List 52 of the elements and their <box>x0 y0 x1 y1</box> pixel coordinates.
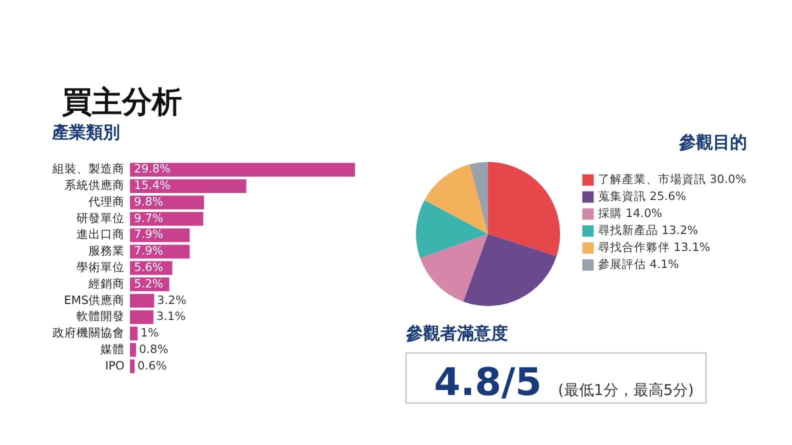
y-tick-label: EMS供應商 <box>64 292 124 307</box>
chart-title: 產業類別 <box>51 123 120 143</box>
bar <box>130 310 154 324</box>
legend-label: 蒐集資訊 25.6% <box>598 189 686 203</box>
y-tick-label: 進出口商 <box>76 227 124 242</box>
data-label: 3.1% <box>156 309 186 324</box>
data-label: 9.8% <box>134 194 164 208</box>
legend-label: 參展評估 4.1% <box>598 257 679 271</box>
data-label: 0.6% <box>138 358 167 372</box>
y-tick-label: IPO <box>105 358 124 372</box>
text: 4.8/5 <box>434 360 542 404</box>
bar <box>130 162 355 177</box>
pie-slice <box>488 162 560 256</box>
y-tick-label: 經銷商 <box>88 276 124 290</box>
bar <box>130 179 246 193</box>
bar <box>130 359 135 374</box>
y-tick-label: 組裝、製造商 <box>52 162 124 176</box>
text: 參觀者滿意度 <box>405 324 508 344</box>
bar <box>130 326 138 340</box>
data-label: 0.8% <box>139 342 168 356</box>
data-label: 7.9% <box>134 244 164 258</box>
y-tick-label: 學術單位 <box>76 260 124 274</box>
pie-slice <box>416 200 488 258</box>
pie-slice <box>424 164 488 234</box>
bar <box>130 196 204 210</box>
data-label: 7.9% <box>134 227 164 242</box>
data-label: 9.7% <box>134 210 164 225</box>
pie-slice <box>420 234 488 302</box>
y-tick-label: 媒體 <box>100 342 124 356</box>
chart-title: 參觀目的 <box>678 133 747 153</box>
pie-slice <box>463 234 556 306</box>
legend-label: 了解產業、市場資訊 30.0% <box>598 172 746 186</box>
y-tick-label: 政府機關協會 <box>52 326 124 340</box>
bar <box>130 343 136 357</box>
data-label: 5.6% <box>134 260 164 274</box>
legend-label: 尋找合作夥伴 13.1% <box>598 240 710 254</box>
data-label: 5.2% <box>134 276 164 290</box>
bar <box>130 294 154 308</box>
legend-label: 尋找新產品 13.2% <box>598 223 698 237</box>
data-label: 15.4% <box>134 178 171 192</box>
y-tick-label: 代理商 <box>88 194 124 208</box>
pie-slice <box>470 162 488 234</box>
data-label: 3.2% <box>157 292 186 307</box>
data-label: 1% <box>140 326 159 340</box>
text: 買主分析 <box>62 85 182 120</box>
y-tick-label: 軟體開發 <box>76 309 124 324</box>
text: (最低1分，最高5分) <box>558 381 694 399</box>
y-tick-label: 研發單位 <box>76 210 124 225</box>
y-tick-label: 系統供應商 <box>64 178 124 192</box>
y-tick-label: 服務業 <box>88 244 124 258</box>
data-label: 29.8% <box>134 162 171 176</box>
legend-label: 採購 14.0% <box>598 206 662 220</box>
